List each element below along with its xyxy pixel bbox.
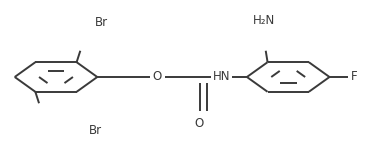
Text: HN: HN xyxy=(213,71,231,83)
Text: O: O xyxy=(194,117,204,130)
Text: H₂N: H₂N xyxy=(253,14,275,27)
Text: Br: Br xyxy=(88,124,101,137)
Text: Br: Br xyxy=(95,16,108,29)
Text: F: F xyxy=(350,71,357,83)
Text: O: O xyxy=(153,71,162,83)
